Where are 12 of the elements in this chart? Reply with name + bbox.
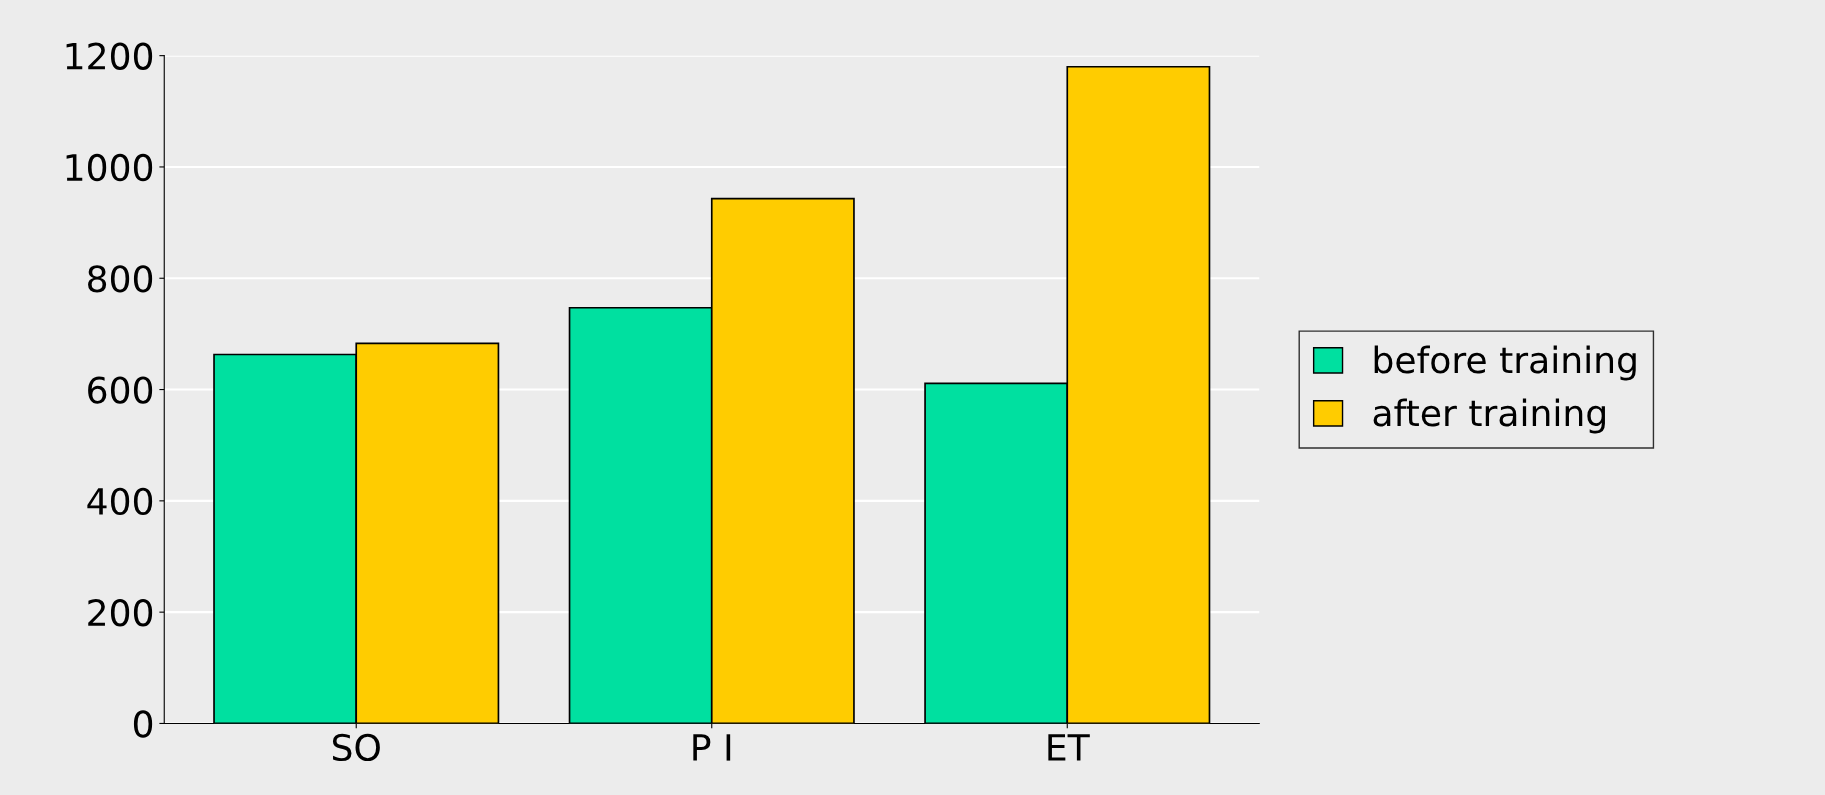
x-tick-label: SO xyxy=(332,733,380,762)
y-tick-label: 1200 xyxy=(66,42,153,70)
y-tick-label: 1000 xyxy=(66,153,153,182)
x-tick-label: ET xyxy=(1048,734,1090,761)
y-tick-label: 200 xyxy=(88,599,153,627)
y-tick-label: 0 xyxy=(133,710,153,738)
y-tick-label: 800 xyxy=(88,265,153,293)
legend-label: before training xyxy=(1374,345,1636,381)
legend-label: after training xyxy=(1373,398,1605,434)
x-tick-label: P I xyxy=(693,734,731,761)
y-tick-label: 600 xyxy=(88,376,153,404)
y-tick-label: 400 xyxy=(87,487,153,516)
